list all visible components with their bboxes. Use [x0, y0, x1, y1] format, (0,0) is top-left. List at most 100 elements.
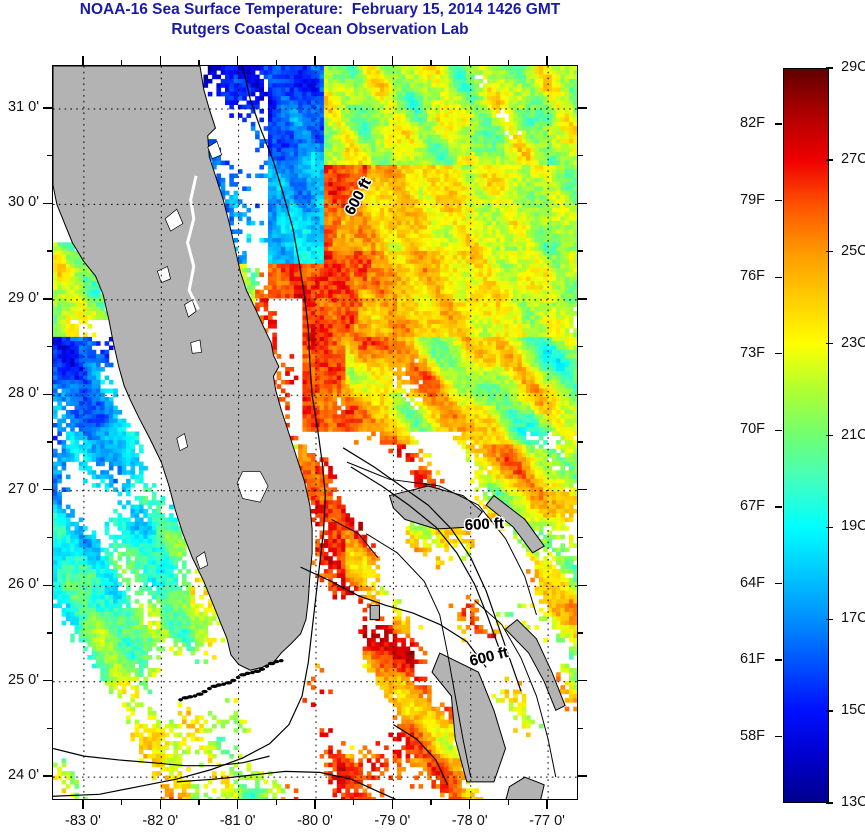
colorbar-fahrenheit-label: 82F [740, 115, 765, 132]
x-tick-minor-top [275, 60, 277, 65]
y-axis-label: 31 0' [8, 98, 39, 115]
st-johns-river [186, 175, 200, 311]
colorbar: 82F 79F 76F 73F 70F 67F 64F 61F 58F 29C 27C 25C 23C… [740, 59, 865, 810]
colorbar-fahrenheit-label: 58F [740, 727, 765, 744]
y-axis-label: 27 0' [8, 480, 39, 497]
y-tick-major-right [578, 775, 587, 777]
colorbar-fahrenheit-tick [775, 659, 782, 661]
x-tick-minor [198, 800, 200, 805]
colorbar-gradient [783, 68, 829, 803]
title-line-1: NOAA-16 Sea Surface Temperature: Februar… [79, 1, 561, 18]
y-tick-major-right [578, 202, 587, 205]
x-tick-major [546, 800, 548, 809]
x-tick-major-top [469, 56, 471, 65]
colorbar-celsius-tick [826, 67, 833, 69]
x-tick-minor [430, 800, 432, 805]
y-tick-major [43, 775, 52, 777]
contour-label-600ft: 600 ft [464, 515, 504, 534]
x-tick-minor [275, 800, 277, 805]
page-title: NOAA-16 Sea Surface Temperature: Februar… [0, 0, 640, 40]
colorbar-celsius-tick [826, 251, 833, 253]
y-tick-major-right [578, 107, 587, 109]
y-tick-major [43, 393, 52, 395]
x-axis-label: -83 0' [65, 813, 101, 829]
x-tick-major [159, 800, 161, 809]
y-tick-minor-right [578, 727, 583, 730]
y-tick-minor-right [578, 536, 583, 539]
inland-water-bodies [156, 140, 269, 570]
y-tick-major [43, 489, 52, 491]
isobath-600ft-contours [53, 66, 522, 799]
y-tick-major-right [578, 489, 587, 491]
x-axis-label: -78 0' [451, 813, 488, 829]
y-tick-minor-right [578, 154, 583, 157]
sst-pixel-field [53, 66, 577, 799]
y-tick-minor [47, 250, 52, 252]
colorbar-celsius-label: 17C [841, 610, 865, 627]
y-tick-minor-right [578, 632, 583, 634]
y-axis-label: 25 0' [8, 671, 39, 688]
colorbar-celsius-label: 23C [841, 334, 865, 351]
colorbar-celsius-label: 27C [841, 150, 865, 167]
bahamas-islands [369, 485, 566, 783]
y-tick-minor [47, 727, 52, 730]
x-tick-minor-top [352, 60, 355, 65]
colorbar-celsius-label: 25C [841, 242, 865, 259]
y-tick-major-right [578, 584, 587, 586]
colorbar-fahrenheit-label: 73F [740, 344, 765, 361]
x-tick-major [391, 800, 394, 809]
colorbar-celsius-label: 21C [841, 426, 865, 443]
colorbar-fahrenheit-label: 70F [740, 421, 765, 438]
colorbar-fahrenheit-label: 61F [740, 651, 765, 668]
x-tick-major [469, 800, 471, 809]
colorbar-celsius-tick [826, 526, 833, 529]
y-axis-label: 28 0' [8, 385, 39, 402]
colorbar-celsius-tick [826, 159, 833, 161]
colorbar-fahrenheit-label: 79F [740, 191, 765, 208]
bahama-bank-edges [331, 461, 557, 778]
x-tick-major-top [236, 56, 239, 65]
y-tick-minor [47, 154, 52, 157]
y-tick-minor-right [578, 345, 583, 348]
x-axis-label: -77 0' [529, 813, 565, 829]
y-tick-major-right [578, 679, 587, 682]
y-tick-minor [47, 632, 52, 634]
colorbar-fahrenheit-label: 76F [740, 268, 765, 285]
x-tick-major-top [314, 56, 316, 65]
graticule-gridlines [53, 66, 577, 799]
x-tick-minor-top [430, 60, 432, 65]
y-axis-label: 30 0' [8, 194, 39, 211]
y-tick-major-right [578, 393, 587, 395]
colorbar-celsius-label: 29C [841, 59, 865, 75]
y-tick-minor-right [578, 441, 583, 443]
x-tick-minor-top [198, 60, 200, 65]
contour-label-600ft-text: 600 ft [464, 515, 504, 534]
y-tick-minor [47, 345, 52, 348]
colorbar-fahrenheit-tick [775, 582, 782, 585]
y-tick-major-right [578, 298, 587, 300]
y-tick-minor [47, 536, 52, 539]
colorbar-fahrenheit-labels: 82F 79F 76F 73F 70F 67F 64F 61F 58F [723, 68, 782, 803]
x-tick-minor [507, 800, 510, 805]
x-tick-major [236, 800, 239, 809]
x-tick-major-top [159, 56, 161, 65]
x-tick-minor-top [507, 60, 510, 65]
southern-island [505, 776, 545, 799]
y-tick-minor [47, 441, 52, 443]
y-tick-major [43, 679, 52, 682]
y-tick-major [43, 298, 52, 300]
x-tick-minor-top [120, 60, 123, 65]
y-axis-label: 26 0' [8, 576, 39, 593]
y-tick-major [43, 107, 52, 109]
y-axis-label: 29 0' [8, 289, 39, 306]
y-tick-major [43, 202, 52, 205]
y-tick-major [43, 584, 52, 586]
colorbar-celsius-tick [826, 342, 833, 345]
colorbar-celsius-label: 15C [841, 702, 865, 719]
colorbar-celsius-tick [826, 710, 833, 712]
florida-keys [178, 659, 284, 702]
x-tick-major-top [546, 56, 548, 65]
